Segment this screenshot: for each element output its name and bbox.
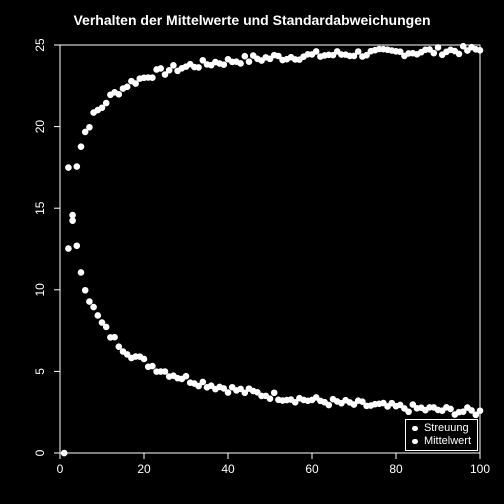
data-point <box>158 66 164 72</box>
data-point <box>166 67 172 73</box>
data-point <box>95 313 101 319</box>
y-tick-label: 5 <box>33 368 47 375</box>
data-point <box>116 344 122 350</box>
data-point <box>242 53 248 59</box>
legend-label: Streuung <box>424 422 469 435</box>
data-point <box>351 53 357 59</box>
data-point <box>116 92 122 98</box>
data-point <box>469 408 475 414</box>
data-point <box>150 363 156 369</box>
data-point <box>326 402 332 408</box>
data-point <box>456 51 462 57</box>
data-point <box>124 84 130 90</box>
data-point <box>74 164 80 170</box>
x-tick-label: 80 <box>389 462 403 476</box>
data-point <box>61 450 67 456</box>
data-point <box>406 409 412 415</box>
legend-item: Mittelwert <box>412 435 471 448</box>
data-point <box>91 304 97 310</box>
data-point <box>103 324 109 330</box>
data-point <box>162 369 168 375</box>
data-point <box>267 396 273 402</box>
data-point <box>82 129 88 135</box>
data-point <box>112 334 118 340</box>
data-point <box>66 246 72 252</box>
data-point <box>103 100 109 106</box>
data-point <box>78 270 84 276</box>
legend-item: Streuung <box>412 422 471 435</box>
data-point <box>66 165 72 171</box>
data-point <box>246 59 252 65</box>
legend-label: Mittelwert <box>424 435 471 448</box>
data-point <box>431 50 437 56</box>
data-point <box>196 65 202 71</box>
data-point <box>141 356 147 362</box>
legend-marker-icon <box>412 426 418 432</box>
y-tick-label: 0 <box>33 449 47 456</box>
data-point <box>225 390 231 396</box>
data-point <box>133 81 139 87</box>
x-tick-label: 100 <box>470 462 490 476</box>
data-point <box>70 212 76 218</box>
y-tick-label: 25 <box>33 38 47 52</box>
x-tick-label: 60 <box>305 462 319 476</box>
y-tick-label: 10 <box>33 283 47 297</box>
data-point <box>477 48 483 54</box>
data-point <box>150 75 156 81</box>
data-point <box>87 124 93 130</box>
x-tick-label: 0 <box>57 462 64 476</box>
data-point <box>200 379 206 385</box>
legend: StreuungMittelwert <box>405 419 478 451</box>
data-point <box>82 287 88 293</box>
data-point <box>448 406 454 412</box>
data-point <box>313 49 319 55</box>
data-point <box>435 45 441 51</box>
data-point <box>477 408 483 414</box>
y-tick-label: 20 <box>33 120 47 134</box>
data-point <box>183 373 189 379</box>
y-tick-label: 15 <box>33 201 47 215</box>
x-tick-label: 20 <box>137 462 151 476</box>
data-point <box>171 62 177 68</box>
data-point <box>271 390 277 396</box>
data-point <box>78 144 84 150</box>
data-point <box>238 61 244 67</box>
data-point <box>355 49 361 55</box>
data-point <box>74 243 80 249</box>
data-point <box>87 299 93 305</box>
data-point <box>99 105 105 111</box>
legend-marker-icon <box>412 439 418 445</box>
x-tick-label: 40 <box>221 462 235 476</box>
data-point <box>70 218 76 224</box>
data-point <box>221 62 227 68</box>
